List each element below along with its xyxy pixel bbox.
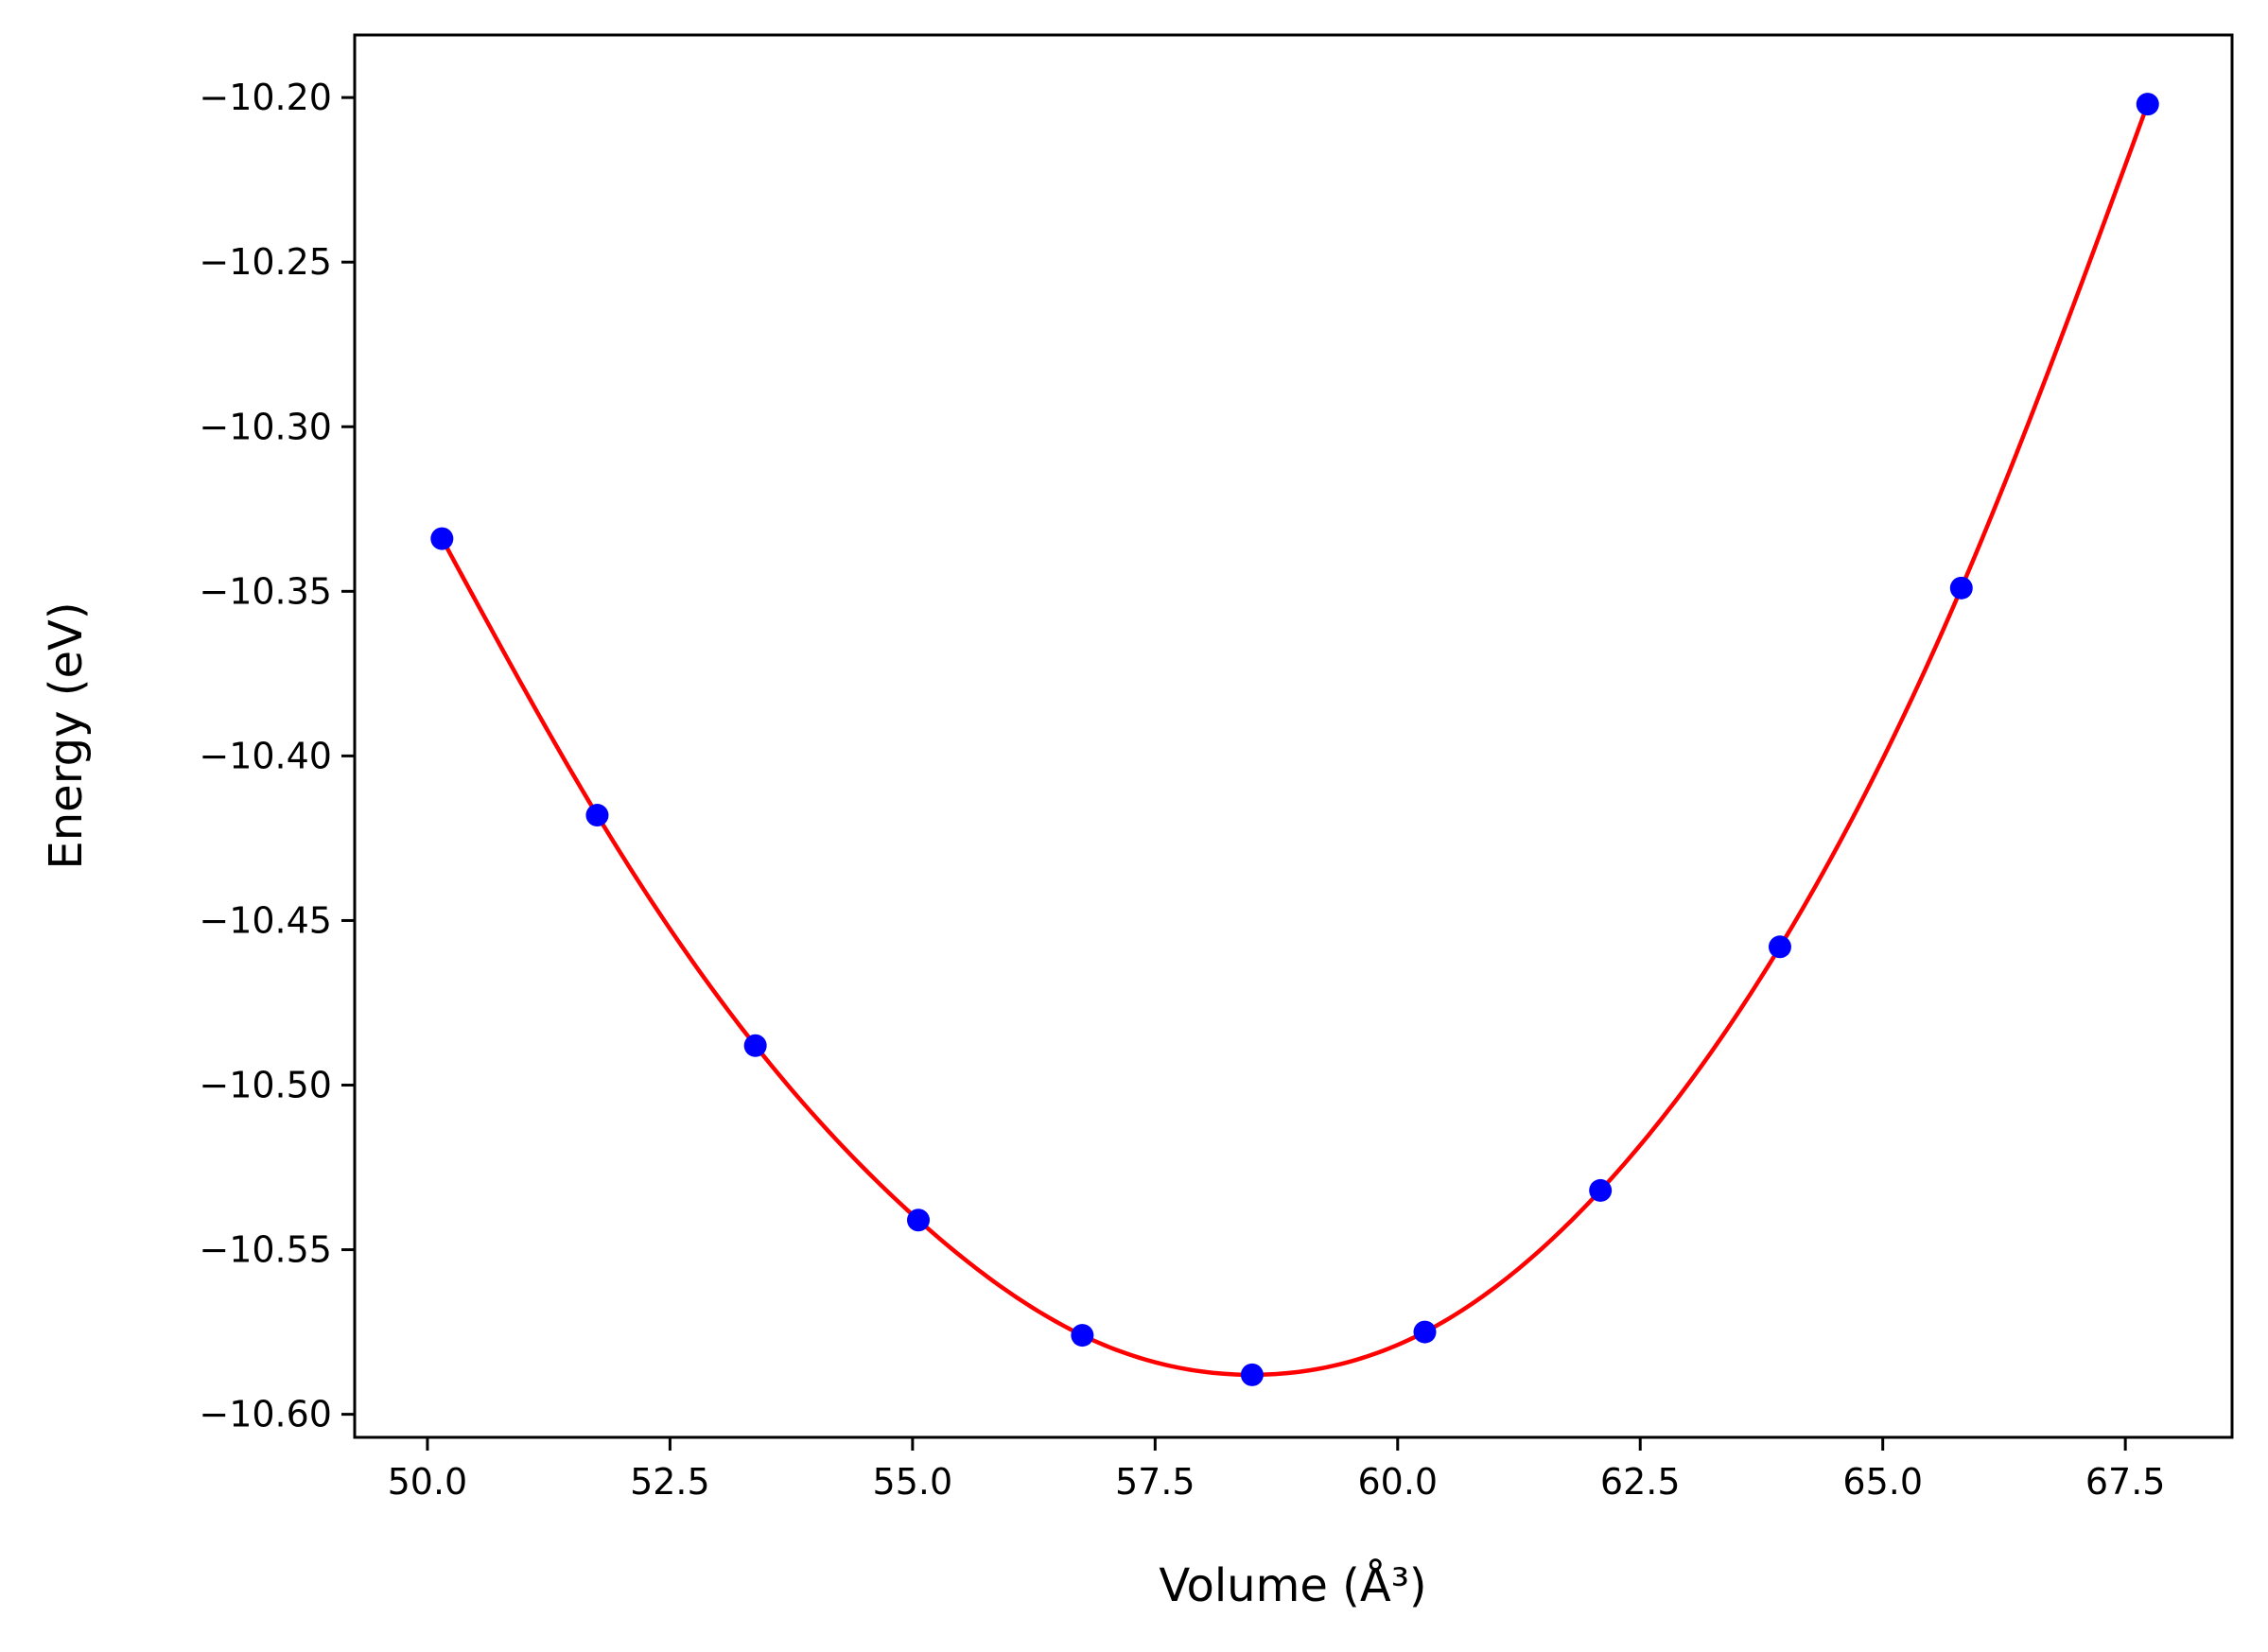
plot-frame — [353, 33, 2234, 1439]
data-point — [1240, 1363, 1264, 1386]
x-tick-label: 57.5 — [1115, 1461, 1195, 1503]
x-tick-label: 65.0 — [1842, 1461, 1923, 1503]
x-tick-label: 50.0 — [388, 1461, 468, 1503]
data-point — [585, 804, 609, 827]
x-tick-label: 67.5 — [2085, 1461, 2166, 1503]
data-point — [1949, 576, 1973, 600]
x-tick-label: 60.0 — [1357, 1461, 1438, 1503]
y-tick-label: −10.25 — [199, 241, 332, 283]
data-point — [1589, 1178, 1613, 1202]
x-tick-label: 52.5 — [630, 1461, 710, 1503]
y-axis-ticks: −10.20 −10.25 −10.30 −10.35 −10.40 −10.45 −10.… — [199, 77, 355, 1435]
y-tick-label: −10.50 — [199, 1065, 332, 1106]
data-point — [430, 527, 454, 550]
data-point — [2136, 93, 2159, 116]
x-tick-label: 62.5 — [1600, 1461, 1681, 1503]
plot-area — [355, 35, 2232, 1437]
x-axis-label: Volume (Å³) — [1159, 1558, 1426, 1612]
y-tick-label: −10.40 — [199, 735, 332, 776]
data-point — [1413, 1320, 1437, 1344]
data-point — [743, 1034, 767, 1057]
y-tick-label: −10.20 — [199, 77, 332, 118]
y-tick-label: −10.55 — [199, 1229, 332, 1271]
y-axis-label: Energy (eV) — [40, 601, 93, 869]
data-point — [907, 1209, 931, 1232]
y-tick-label: −10.35 — [199, 570, 332, 612]
y-tick-label: −10.45 — [199, 899, 332, 941]
y-tick-label: −10.60 — [199, 1394, 332, 1435]
data-point — [1768, 935, 1791, 959]
x-tick-label: 55.0 — [873, 1461, 953, 1503]
x-axis-ticks: 50.0 52.5 55.0 57.5 60.0 62.5 65.0 67.5 — [388, 1437, 2166, 1503]
data-point — [1071, 1324, 1094, 1348]
data-points-layer — [430, 93, 2159, 1386]
y-tick-label: −10.30 — [199, 406, 332, 447]
